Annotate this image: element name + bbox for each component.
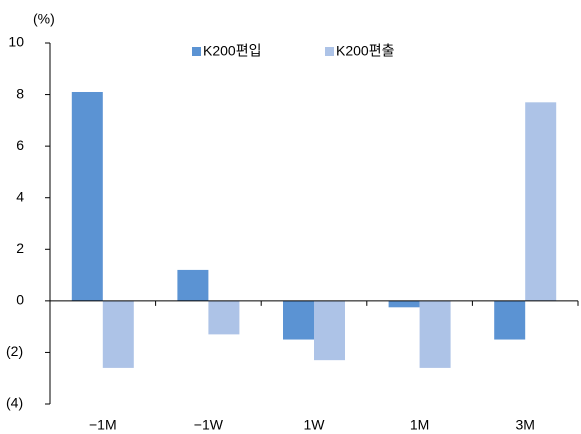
- bar: [177, 269, 209, 301]
- bar: [71, 91, 103, 301]
- y-tick-label: (2): [6, 343, 23, 359]
- y-axis-unit: (%): [33, 11, 55, 27]
- legend-label: K200편입: [203, 43, 261, 59]
- bar: [102, 300, 134, 368]
- x-tick-label: 1W: [304, 417, 326, 433]
- bar: [314, 300, 345, 361]
- x-tick-label: 1M: [410, 417, 429, 433]
- x-tick-label: 3M: [515, 417, 534, 433]
- x-tick-label: −1M: [89, 417, 117, 433]
- y-tick-label: (4): [6, 395, 23, 411]
- bar: [525, 102, 557, 301]
- bar: [208, 300, 240, 335]
- legend-swatch: [325, 47, 334, 56]
- y-tick-label: 6: [16, 137, 24, 153]
- bar: [494, 300, 526, 340]
- bar: [419, 300, 451, 368]
- y-tick-label: 8: [16, 85, 24, 101]
- y-tick-label: 2: [16, 240, 24, 256]
- y-tick-label: 10: [8, 34, 24, 50]
- y-tick-label: 0: [16, 292, 24, 308]
- y-tick-label: 4: [16, 188, 24, 204]
- legend-label: K200편출: [336, 43, 395, 59]
- x-tick-label: −1W: [194, 417, 224, 433]
- legend-swatch: [192, 47, 201, 56]
- bar: [283, 300, 314, 340]
- bar: [388, 300, 420, 308]
